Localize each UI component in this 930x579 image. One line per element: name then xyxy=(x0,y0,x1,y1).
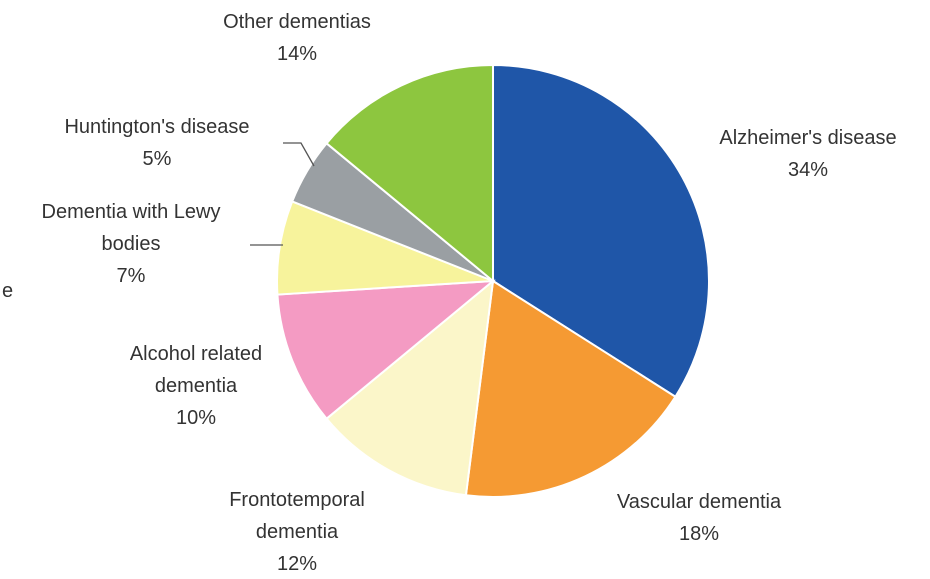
annotation: e xyxy=(2,280,14,302)
value-label: 12% xyxy=(276,553,318,575)
slice-label: Dementia with Lewy bodies 7% xyxy=(11,196,251,292)
pie-slice xyxy=(325,63,494,284)
slice-label: Other dementias 14% xyxy=(187,6,407,70)
category-label: Frontotemporal dementia xyxy=(229,489,365,543)
value-label: 10% xyxy=(175,407,217,429)
value-label: 34% xyxy=(787,159,829,181)
pie-slice xyxy=(464,279,677,498)
slice-label: Vascular dementia 18% xyxy=(569,486,829,550)
pie-slice xyxy=(325,278,495,497)
pie-slice xyxy=(276,279,497,421)
slice-label: Alcohol related dementia 10% xyxy=(96,338,296,434)
pie-slice xyxy=(492,63,710,399)
category-label: Huntington's disease xyxy=(64,116,250,138)
slice-label: Huntington's disease 5% xyxy=(27,111,287,175)
category-label: Other dementias xyxy=(223,11,371,33)
value-label: 5% xyxy=(142,148,172,170)
value-label: 14% xyxy=(276,43,318,65)
slice-label: Alzheimer's disease 34% xyxy=(678,122,930,186)
category-label: Dementia with Lewy bodies xyxy=(41,201,221,255)
value-label: 18% xyxy=(678,523,720,545)
leader-line xyxy=(283,142,315,167)
slice-label: Frontotemporal dementia 12% xyxy=(197,484,397,579)
category-label: Alcohol related dementia xyxy=(129,343,263,397)
category-label: Alzheimer's disease xyxy=(719,127,897,149)
category-label: Vascular dementia xyxy=(616,491,782,513)
value-label: 7% xyxy=(116,265,146,287)
